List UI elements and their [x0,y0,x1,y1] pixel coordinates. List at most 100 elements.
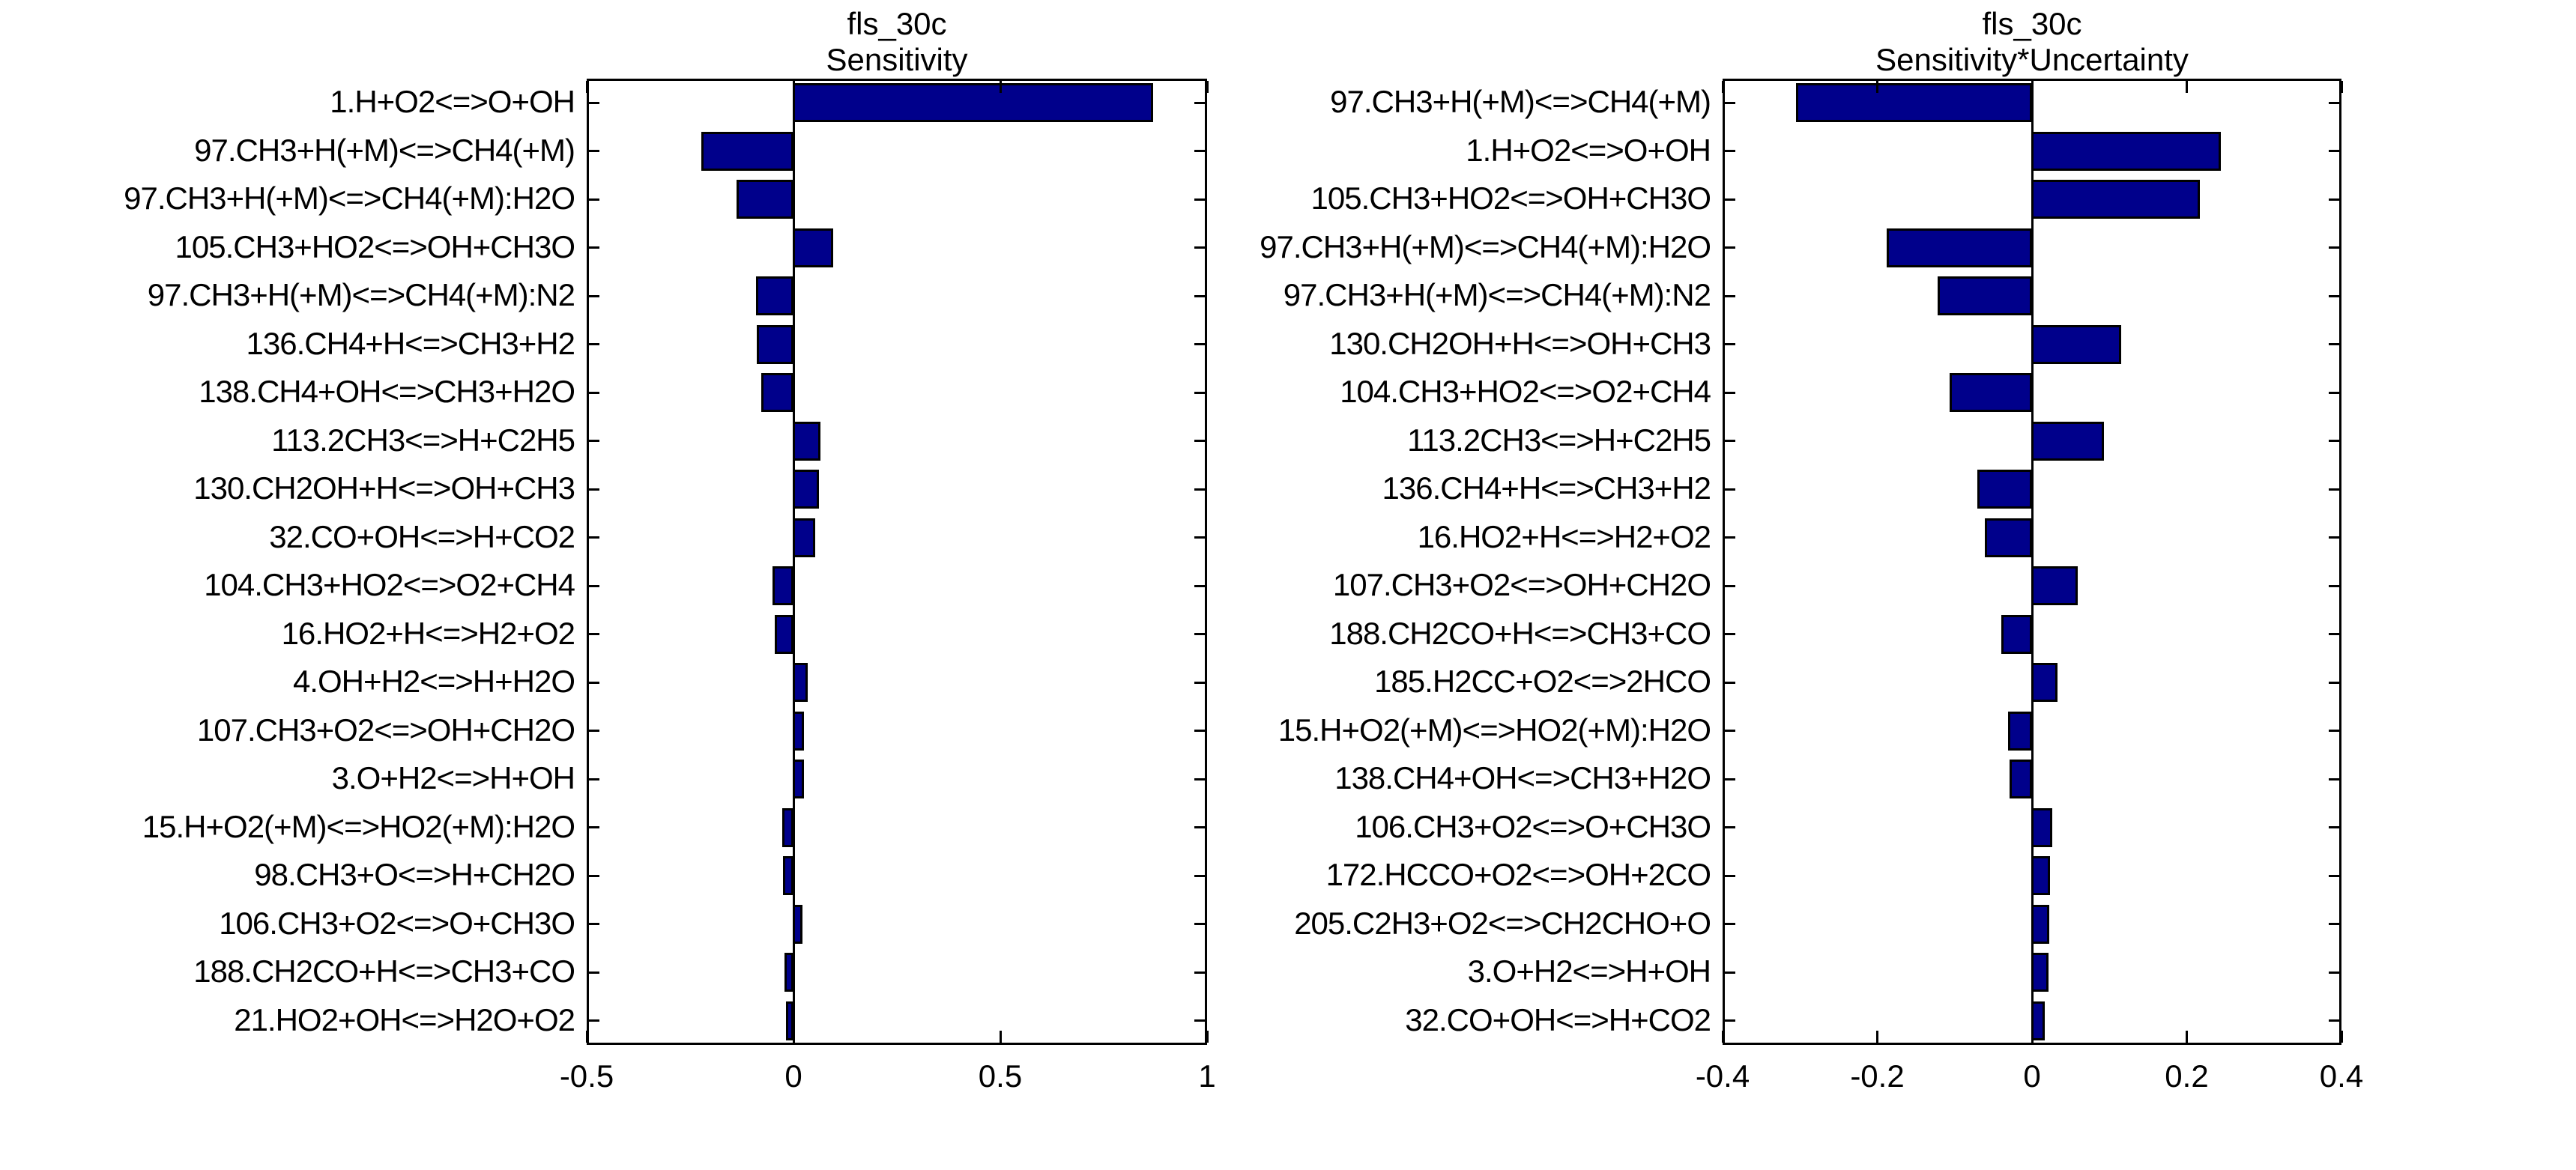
y-axis-label: 172.HCCO+O2<=>OH+2CO [1325,857,1711,893]
zero-baseline [792,81,795,1043]
y-tick-mark [1194,778,1205,780]
y-axis-label: 104.CH3+HO2<=>O2+CH4 [204,567,575,603]
x-tick-mark [1876,81,1878,93]
y-tick-mark [2329,730,2339,733]
y-axis-label: 97.CH3+H(+M)<=>CH4(+M):N2 [1283,277,1711,313]
y-axis-label: 105.CH3+HO2<=>OH+CH3O [175,228,575,264]
y-tick-mark [1194,971,1205,974]
y-axis-label: 98.CH3+O<=>H+CH2O [254,857,575,893]
x-tick-label: 1 [1198,1058,1216,1094]
bar-sensitivity-10 [773,566,793,606]
x-tick-mark [2340,81,2343,93]
y-axis-label: 97.CH3+H(+M)<=>CH4(+M):H2O [1260,228,1711,264]
chart-title-line2: Sensitivity [826,42,968,77]
x-tick-mark [585,81,588,93]
y-tick-mark [2329,1019,2339,1022]
y-axis-label: 3.O+H2<=>H+OH [1467,954,1711,989]
y-tick-mark [1194,874,1205,877]
y-tick-mark [1725,440,1735,443]
y-tick-mark [2329,246,2339,249]
x-tick-mark [1721,81,1724,93]
y-axis-label: 97.CH3+H(+M)<=>CH4(+M) [194,132,575,168]
bar-sensitivity-14 [792,760,804,799]
y-axis-label: 1.H+O2<=>O+OH [330,84,575,120]
y-tick-mark [1725,681,1735,684]
y-tick-mark [2329,584,2339,587]
y-tick-mark [589,536,599,539]
bar-sensitivity-17 [792,904,802,944]
x-tick-label: 0 [2023,1058,2041,1094]
bar-sensitivity-uncertainty-14 [2009,760,2032,799]
bar-sensitivity-uncertainty-0 [1795,83,2032,123]
x-tick-mark [1206,1031,1209,1043]
y-tick-mark [2329,391,2339,394]
y-axis-label: 32.CO+OH<=>H+CO2 [269,518,575,554]
y-tick-mark [589,826,599,829]
x-tick-label: -0.5 [559,1058,614,1094]
y-tick-mark [589,391,599,394]
bar-sensitivity-7 [792,421,820,461]
y-tick-mark [589,1019,599,1022]
y-tick-mark [1194,294,1205,297]
bar-sensitivity-uncertainty-2 [2031,180,2201,219]
bar-sensitivity-uncertainty-17 [2031,904,2049,944]
y-tick-mark [1194,198,1205,201]
x-tick-label: 0.5 [978,1058,1023,1094]
y-axis-label: 205.C2H3+O2<=>CH2CHO+O [1294,905,1711,941]
y-tick-mark [1725,584,1735,587]
y-axis-label: 188.CH2CO+H<=>CH3+CO [193,954,575,989]
y-tick-mark [589,584,599,587]
y-axis-label: 107.CH3+O2<=>OH+CH2O [196,712,575,748]
y-axis-label: 130.CH2OH+H<=>OH+CH3 [193,470,575,506]
y-axis-label: 97.CH3+H(+M)<=>CH4(+M) [1330,84,1711,120]
bar-sensitivity-5 [757,324,793,364]
bar-sensitivity-uncertainty-6 [1950,373,2032,413]
y-axis-label: 106.CH3+O2<=>O+CH3O [1355,808,1711,844]
bar-sensitivity-16 [783,856,793,896]
y-tick-mark [589,343,599,346]
plot-area [587,79,1207,1045]
y-tick-mark [1725,101,1735,104]
bar-sensitivity-uncertainty-7 [2031,421,2105,461]
x-tick-label: -0.4 [1695,1058,1750,1094]
y-tick-mark [589,101,599,104]
bar-sensitivity-15 [782,807,793,847]
y-tick-mark [1194,246,1205,249]
y-tick-mark [1725,971,1735,974]
y-tick-mark [1725,150,1735,153]
x-tick-mark [2031,1031,2034,1043]
bar-sensitivity-11 [774,614,793,654]
bar-sensitivity-uncertainty-3 [1887,228,2032,267]
x-tick-mark [2186,81,2188,93]
bar-sensitivity-uncertainty-16 [2031,856,2050,896]
y-tick-mark [589,730,599,733]
x-tick-mark [792,81,795,93]
y-tick-mark [2329,101,2339,104]
y-axis-label: 15.H+O2(+M)<=>HO2(+M):H2O [142,808,575,844]
y-axis-label: 136.CH4+H<=>CH3+H2 [246,325,575,361]
x-tick-mark [792,1031,795,1043]
y-tick-mark [1194,584,1205,587]
y-tick-mark [2329,150,2339,153]
y-axis-label: 188.CH2CO+H<=>CH3+CO [1329,615,1711,651]
y-tick-mark [589,294,599,297]
y-tick-mark [589,681,599,684]
y-tick-mark [2329,826,2339,829]
y-axis-label: 1.H+O2<=>O+OH [1466,132,1711,168]
y-axis-label: 21.HO2+OH<=>H2O+O2 [234,1001,575,1037]
y-tick-mark [589,150,599,153]
y-tick-mark [1194,681,1205,684]
y-tick-mark [1725,923,1735,926]
y-tick-mark [1194,440,1205,443]
y-tick-mark [1194,343,1205,346]
bar-sensitivity-6 [761,373,793,413]
y-axis-label: 104.CH3+HO2<=>O2+CH4 [1340,374,1711,410]
y-axis-label: 16.HO2+H<=>H2+O2 [281,615,575,651]
y-axis-label: 16.HO2+H<=>H2+O2 [1417,518,1711,554]
x-tick-mark [999,81,1002,93]
bar-sensitivity-1 [701,131,793,171]
y-tick-mark [589,488,599,491]
y-tick-mark [1725,198,1735,201]
y-tick-mark [2329,874,2339,877]
y-axis-label: 130.CH2OH+H<=>OH+CH3 [1329,325,1711,361]
